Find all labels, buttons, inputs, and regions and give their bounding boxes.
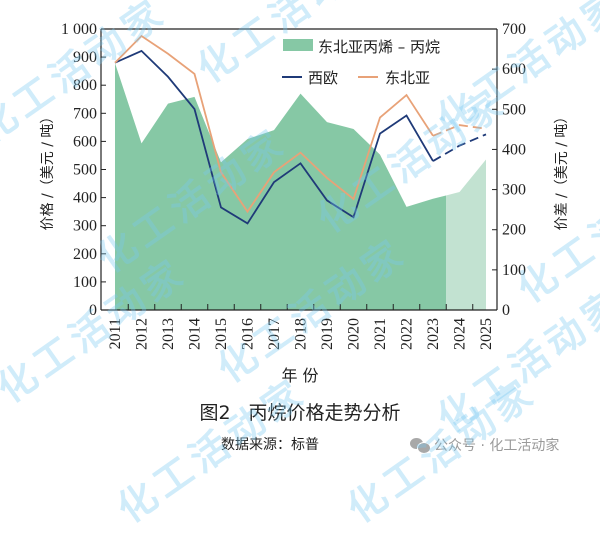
- wechat-brand: 公众号 · 化工活动家: [410, 435, 559, 455]
- x-axis-title-text: 年 份: [281, 366, 319, 385]
- left-axis-title: 价格 /（美元 / 吨）: [40, 110, 56, 231]
- spread-area: [115, 63, 486, 310]
- left-tick-label: 1 000: [61, 21, 97, 38]
- spread-area-actual: [115, 63, 446, 310]
- x-tick-label: 2021: [372, 318, 389, 350]
- legend-area-swatch: [283, 39, 313, 51]
- line-西欧: [114, 49, 434, 225]
- left-tick-label: 500: [73, 162, 97, 179]
- x-tick-label: 2018: [293, 318, 310, 350]
- left-tick-label: 100: [73, 274, 97, 291]
- right-tick-label: 0: [502, 302, 510, 319]
- spread-area-forecast: [446, 159, 486, 310]
- left-tick-label: 600: [73, 133, 97, 150]
- right-tick-label: 300: [502, 182, 526, 199]
- figure-number: 图2: [199, 402, 231, 424]
- line-东北亚: [114, 34, 434, 214]
- price-lines: [114, 34, 487, 225]
- right-tick-label: 700: [502, 21, 526, 38]
- x-tick-label: 2011: [107, 318, 124, 349]
- data-source: 数据来源：标普: [221, 437, 319, 453]
- legend-northeast-asia-label: 东北亚: [385, 69, 430, 87]
- x-tick-label: 2020: [346, 318, 363, 350]
- forecast-line-东北亚: [432, 124, 487, 137]
- x-tick-label: 2017: [266, 318, 283, 350]
- wechat-icon: [410, 437, 431, 454]
- legend-area-label: 东北亚丙烯 – 丙烷: [318, 38, 440, 56]
- right-tick-label: 400: [502, 141, 526, 158]
- figure-title: 丙烷价格走势分析: [248, 402, 401, 424]
- right-axis-title: 价差 /（美元 / 吨）: [554, 110, 570, 231]
- x-tick-label: 2016: [240, 318, 257, 350]
- left-tick-label: 300: [73, 218, 97, 235]
- left-tick-label: 0: [89, 302, 97, 319]
- legend: 东北亚丙烯 – 丙烷 西欧 东北亚: [282, 38, 440, 87]
- left-tick-label: 700: [73, 105, 97, 122]
- x-tick-label: 2014: [187, 318, 204, 350]
- x-tick-label: 2022: [399, 318, 416, 350]
- forecast-line-西欧: [432, 133, 487, 162]
- x-tick-label: 2012: [134, 318, 151, 350]
- left-tick-label: 200: [73, 246, 97, 263]
- x-tick-label: 2023: [425, 318, 442, 350]
- legend-west-europe-label: 西欧: [308, 69, 338, 87]
- left-tick-label: 800: [73, 77, 97, 94]
- chart: 0 100 200 300 400 500 600 700 800 900 1 000 0 100 200…: [40, 21, 570, 350]
- x-tick-label: 2024: [452, 318, 469, 350]
- right-tick-label: 100: [502, 262, 526, 279]
- right-tick-label: 500: [502, 101, 526, 118]
- left-tick-label: 900: [73, 49, 97, 66]
- x-tick-label: 2015: [213, 318, 230, 350]
- figure-caption: 图2 丙烷价格走势分析: [0, 398, 600, 425]
- x-tick-label: 2019: [319, 318, 336, 350]
- right-tick-label: 200: [502, 222, 526, 239]
- x-tick-label: 2013: [160, 318, 177, 350]
- x-tick-label: 2025: [478, 318, 495, 350]
- right-tick-label: 600: [502, 61, 526, 78]
- left-tick-label: 400: [73, 190, 97, 207]
- axes: 0 100 200 300 400 500 600 700 800 900 1 000 0 100 200…: [40, 21, 570, 350]
- brand-label: 公众号 · 化工活动家: [434, 438, 560, 454]
